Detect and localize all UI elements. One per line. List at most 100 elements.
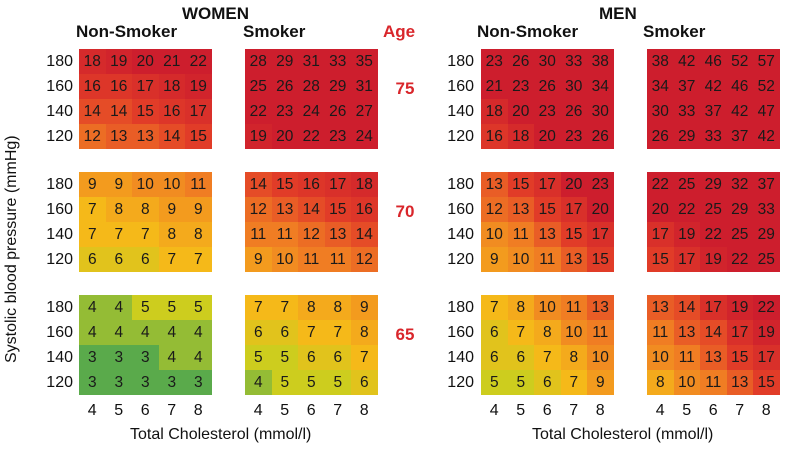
- risk-cell: 33: [673, 99, 700, 124]
- risk-cell: 22: [245, 99, 272, 124]
- risk-cell: 29: [700, 172, 727, 197]
- bp-tick-label: 140: [447, 103, 474, 120]
- risk-cell: 5: [481, 370, 508, 395]
- risk-cell: 18: [79, 49, 106, 74]
- risk-cell: 20: [271, 124, 298, 149]
- risk-cell: 23: [271, 99, 298, 124]
- risk-cell: 3: [185, 370, 212, 395]
- cholesterol-tick-label: 5: [114, 402, 124, 419]
- men-nonsmoker-75-grid: 23 26 30 33 38 21 23 26 30 34 18 20 23 26 30 16 18 20 23 26: [481, 49, 614, 149]
- risk-cell: 24: [298, 99, 325, 124]
- risk-cell: 9: [79, 172, 106, 197]
- risk-cell: 20: [507, 99, 534, 124]
- risk-cell: 25: [726, 222, 753, 247]
- risk-cell: 13: [481, 172, 508, 197]
- cholesterol-tick-label: 4: [87, 402, 97, 419]
- risk-cell: 21: [158, 49, 185, 74]
- bp-tick-label: 180: [46, 176, 73, 193]
- risk-cell: 52: [726, 49, 753, 74]
- risk-cell: 29: [324, 74, 351, 99]
- risk-cell: 7: [560, 370, 587, 395]
- risk-cell: 5: [132, 295, 159, 320]
- women-x-axis-label: Total Cholesterol (mmol/l): [130, 426, 312, 443]
- risk-cell: 15: [507, 172, 534, 197]
- risk-cell: 8: [132, 197, 159, 222]
- risk-cell: 26: [534, 74, 561, 99]
- risk-cell: 22: [185, 49, 212, 74]
- risk-cell: 9: [185, 197, 212, 222]
- risk-cell: 8: [324, 295, 351, 320]
- risk-cell: 17: [587, 222, 614, 247]
- risk-cell: 6: [271, 320, 298, 345]
- age-label-75: 75: [395, 79, 415, 98]
- risk-cell: 10: [158, 172, 185, 197]
- risk-cell: 13: [271, 197, 298, 222]
- risk-cell: 34: [647, 74, 674, 99]
- risk-cell: 17: [534, 172, 561, 197]
- risk-cell: 7: [324, 320, 351, 345]
- risk-cell: 7: [351, 345, 378, 370]
- women-smoker-header: Smoker: [243, 22, 306, 41]
- risk-cell: 9: [587, 370, 614, 395]
- risk-cell: 3: [158, 370, 185, 395]
- age-label-65: 65: [395, 325, 415, 344]
- bp-tick-label: 180: [46, 53, 73, 70]
- risk-cell: 18: [351, 172, 378, 197]
- bp-tick-label: 160: [46, 78, 73, 95]
- risk-cell: 8: [560, 345, 587, 370]
- risk-cell: 3: [79, 370, 106, 395]
- bp-tick-label: 120: [447, 374, 474, 391]
- cholesterol-tick-label: 6: [306, 402, 316, 419]
- risk-cell: 7: [245, 295, 272, 320]
- risk-cell: 17: [132, 74, 159, 99]
- cholesterol-tick-label: 4: [253, 402, 263, 419]
- risk-cell: 6: [245, 320, 272, 345]
- risk-cell: 33: [324, 49, 351, 74]
- risk-cell: 25: [245, 74, 272, 99]
- risk-cell: 6: [481, 320, 508, 345]
- risk-cell: 47: [753, 99, 780, 124]
- risk-cell: 29: [271, 49, 298, 74]
- risk-cell: 8: [351, 320, 378, 345]
- risk-cell: 3: [105, 345, 132, 370]
- cholesterol-tick-label: 6: [140, 402, 150, 419]
- risk-cell: 13: [647, 295, 674, 320]
- risk-cell: 11: [534, 247, 561, 272]
- risk-cell: 15: [534, 197, 561, 222]
- risk-cell: 11: [507, 222, 534, 247]
- risk-cell: 15: [185, 124, 212, 149]
- risk-cell: 6: [351, 370, 378, 395]
- risk-cell: 22: [647, 172, 674, 197]
- risk-cell: 7: [79, 197, 106, 222]
- risk-cell: 23: [587, 172, 614, 197]
- risk-cell: 30: [587, 99, 614, 124]
- cholesterol-tick-label: 6: [542, 402, 552, 419]
- risk-cell: 30: [647, 99, 674, 124]
- risk-cell: 14: [79, 99, 106, 124]
- bp-tick-label: 120: [447, 128, 474, 145]
- women-header: WOMEN: [182, 4, 250, 23]
- risk-cell: 7: [132, 222, 159, 247]
- cholesterol-tick-label: 4: [655, 402, 665, 419]
- risk-cell: 19: [726, 295, 753, 320]
- risk-cell: 5: [298, 370, 325, 395]
- risk-cell: 18: [507, 124, 534, 149]
- risk-cell: 15: [560, 222, 587, 247]
- risk-cell: 4: [105, 295, 132, 320]
- risk-cell: 26: [507, 49, 534, 74]
- risk-cell: 6: [481, 345, 508, 370]
- risk-cell: 4: [105, 320, 132, 345]
- men-nonsmoker-70-grid: 13 15 17 20 23 12 13 15 17 20 10 11 13 15 17 9 10 11 13 15: [481, 172, 614, 272]
- risk-cell: 23: [481, 49, 508, 74]
- risk-cell: 13: [324, 222, 351, 247]
- risk-cell: 4: [158, 320, 185, 345]
- risk-cell: 20: [647, 197, 674, 222]
- risk-cell: 11: [185, 172, 212, 197]
- risk-cell: 13: [560, 247, 587, 272]
- men-smoker-header: Smoker: [643, 22, 706, 41]
- risk-cell: 15: [271, 172, 298, 197]
- risk-cell: 10: [560, 320, 587, 345]
- risk-cell: 14: [105, 99, 132, 124]
- risk-cell: 4: [158, 345, 185, 370]
- women-nonsmoker-70-grid: 9 9 10 10 11 7 8 8 9 9 7 7 7 8 8 6 6 6 7 7: [79, 172, 212, 272]
